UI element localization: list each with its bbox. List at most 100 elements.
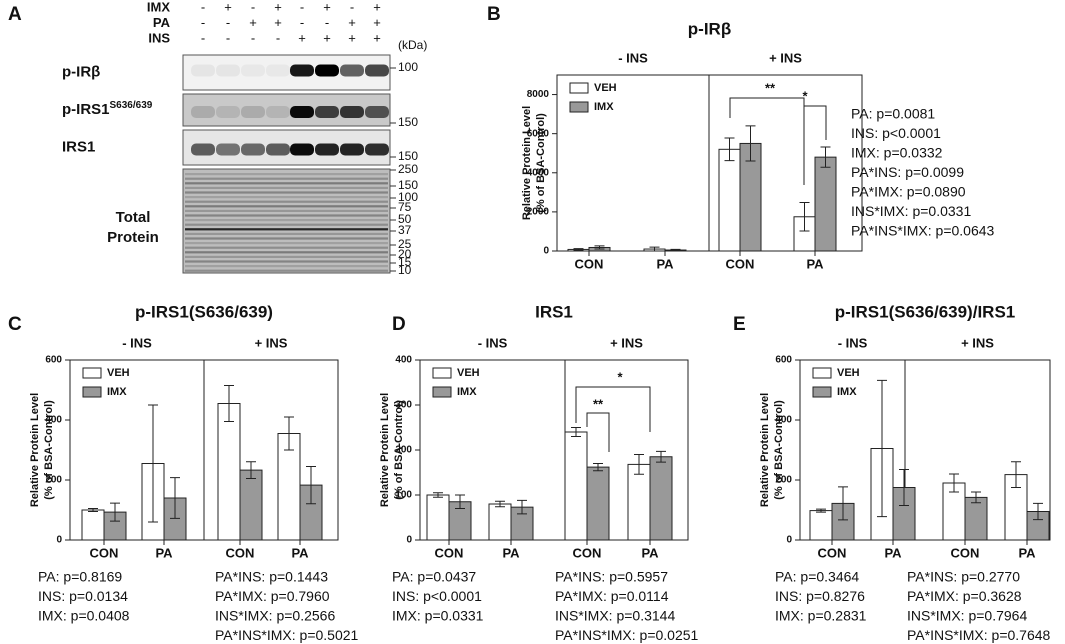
condition-sign: - <box>201 15 205 30</box>
kda-marker: 37 <box>398 223 412 237</box>
blot-band <box>185 255 388 258</box>
bar <box>809 510 833 541</box>
y-tick-label: 0 <box>56 535 62 546</box>
band-name: p-IRS1 <box>62 101 110 118</box>
group-label: - INS <box>838 335 868 350</box>
y-tick-label: 400 <box>775 415 792 426</box>
stat-text: INS*IMX: p=0.2566 <box>215 608 335 624</box>
band-superscript: S636/639 <box>110 100 153 111</box>
blot-band <box>315 143 339 156</box>
significance-bracket <box>575 386 651 432</box>
error-bar <box>656 450 666 463</box>
group-label: - INS <box>122 335 152 350</box>
blot-band <box>191 106 215 118</box>
stat-text: INS*IMX: p=0.7964 <box>907 608 1027 624</box>
blot-band <box>191 143 215 156</box>
blot-band <box>185 209 388 212</box>
error-bar <box>593 463 603 472</box>
unit-label: (kDa) <box>398 38 427 52</box>
legend-label: IMX <box>594 101 614 113</box>
significance-label: ** <box>765 80 776 95</box>
bar <box>718 148 741 252</box>
blot-band <box>290 143 314 156</box>
x-tick-label: PA <box>291 545 309 560</box>
error-bar <box>877 379 887 518</box>
y-tick-label: 400 <box>395 355 412 366</box>
band-name: IRS1 <box>62 138 95 155</box>
blot-band <box>365 106 389 118</box>
group-label: + INS <box>610 335 643 350</box>
group-label: + INS <box>255 335 288 350</box>
significance-bracket <box>586 412 610 452</box>
condition-sign: + <box>274 0 282 14</box>
blot-band <box>216 143 240 156</box>
y-tick-label: 6000 <box>527 128 550 139</box>
blot-band <box>185 177 388 180</box>
y-axis-label: (% of BSA-Control) <box>393 400 405 500</box>
group-label: + INS <box>961 335 994 350</box>
legend-label: VEH <box>594 82 617 94</box>
legend-label: IMX <box>457 386 477 398</box>
condition-sign: - <box>226 15 230 30</box>
blot-band <box>216 64 240 77</box>
stat-text: PA: p=0.8169 <box>38 569 122 585</box>
kda-marker: 150 <box>398 115 418 129</box>
stat-text: IMX: p=0.0408 <box>38 608 130 624</box>
kda-marker: 100 <box>398 190 418 204</box>
error-bar <box>820 146 831 168</box>
condition-sign: - <box>325 15 329 30</box>
condition-sign: + <box>348 30 356 45</box>
kda-marker: 50 <box>398 212 412 226</box>
legend-label: VEH <box>457 367 480 379</box>
blot-band <box>185 205 388 208</box>
bar <box>426 494 450 541</box>
x-tick-label: CON <box>818 545 847 560</box>
blot-band <box>185 246 388 249</box>
error-bar <box>224 385 234 422</box>
blot-band <box>266 64 290 77</box>
y-axis-label: Relative Protein Level <box>379 393 391 507</box>
y-axis-label: Relative Protein Level <box>759 393 771 507</box>
blot-band <box>290 64 314 77</box>
stat-text: PA*INS: p=0.1443 <box>215 569 328 585</box>
error-bar <box>433 492 443 498</box>
chart-title: IRS1 <box>535 302 573 321</box>
condition-label: PA <box>153 15 171 30</box>
bar <box>217 403 241 541</box>
blot-band <box>340 143 364 156</box>
blot-band <box>185 186 388 189</box>
error-bar <box>745 125 756 162</box>
band-name: p-IRβ <box>62 63 100 80</box>
bar <box>564 431 588 541</box>
legend-label: IMX <box>837 386 857 398</box>
panel-letter: B <box>487 4 501 25</box>
x-tick-label: CON <box>951 545 980 560</box>
bar <box>586 466 610 541</box>
error-bar <box>455 494 465 509</box>
stat-text: IMX: p=0.2831 <box>775 608 867 624</box>
x-tick-label: PA <box>502 545 520 560</box>
stat-text: PA*IMX: p=0.3628 <box>907 588 1022 604</box>
condition-sign: + <box>298 30 306 45</box>
y-tick-label: 0 <box>543 246 549 257</box>
bar <box>239 469 263 541</box>
blot-band <box>185 173 388 176</box>
x-tick-label: PA <box>155 545 173 560</box>
legend-swatch <box>812 386 832 398</box>
bar <box>814 156 837 252</box>
chart-title: p-IRβ <box>688 19 731 38</box>
stat-text: PA*IMX: p=0.0890 <box>851 184 966 200</box>
group-label: + INS <box>769 50 802 65</box>
panel-letter: C <box>8 314 22 335</box>
y-tick-label: 2000 <box>527 207 550 218</box>
blot-band <box>315 106 339 118</box>
kda-marker: 10 <box>398 263 412 277</box>
condition-sign: + <box>373 30 381 45</box>
legend-label: VEH <box>107 367 130 379</box>
group-label: - INS <box>618 50 648 65</box>
blot-band <box>185 219 388 222</box>
y-tick-label: 600 <box>775 355 792 366</box>
blot-band <box>185 182 388 185</box>
error-bar <box>246 461 256 479</box>
kda-marker: 150 <box>398 178 418 192</box>
